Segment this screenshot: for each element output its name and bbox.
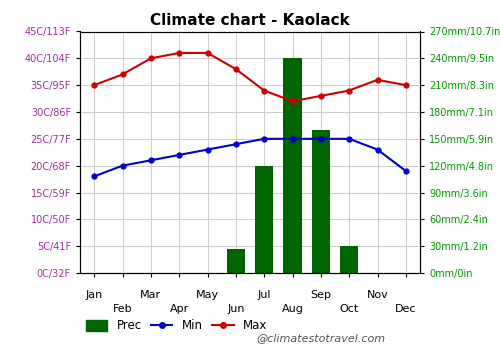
Text: May: May xyxy=(196,290,219,300)
Bar xyxy=(255,166,274,273)
Text: Nov: Nov xyxy=(366,290,388,300)
Text: Oct: Oct xyxy=(340,304,359,314)
Bar xyxy=(226,249,245,273)
Text: Dec: Dec xyxy=(395,304,416,314)
Legend: Prec, Min, Max: Prec, Min, Max xyxy=(86,319,268,332)
Bar xyxy=(284,58,302,273)
Text: Jul: Jul xyxy=(258,290,271,300)
Title: Climate chart - Kaolack: Climate chart - Kaolack xyxy=(150,13,350,28)
Text: Feb: Feb xyxy=(112,304,132,314)
Text: Jun: Jun xyxy=(227,304,244,314)
Text: Apr: Apr xyxy=(170,304,189,314)
Bar xyxy=(340,246,358,273)
Text: Aug: Aug xyxy=(282,304,304,314)
Bar xyxy=(312,130,330,273)
Text: Mar: Mar xyxy=(140,290,162,300)
Text: Sep: Sep xyxy=(310,290,332,300)
Text: Jan: Jan xyxy=(86,290,103,300)
Text: @climatestotravel.com: @climatestotravel.com xyxy=(257,333,386,343)
